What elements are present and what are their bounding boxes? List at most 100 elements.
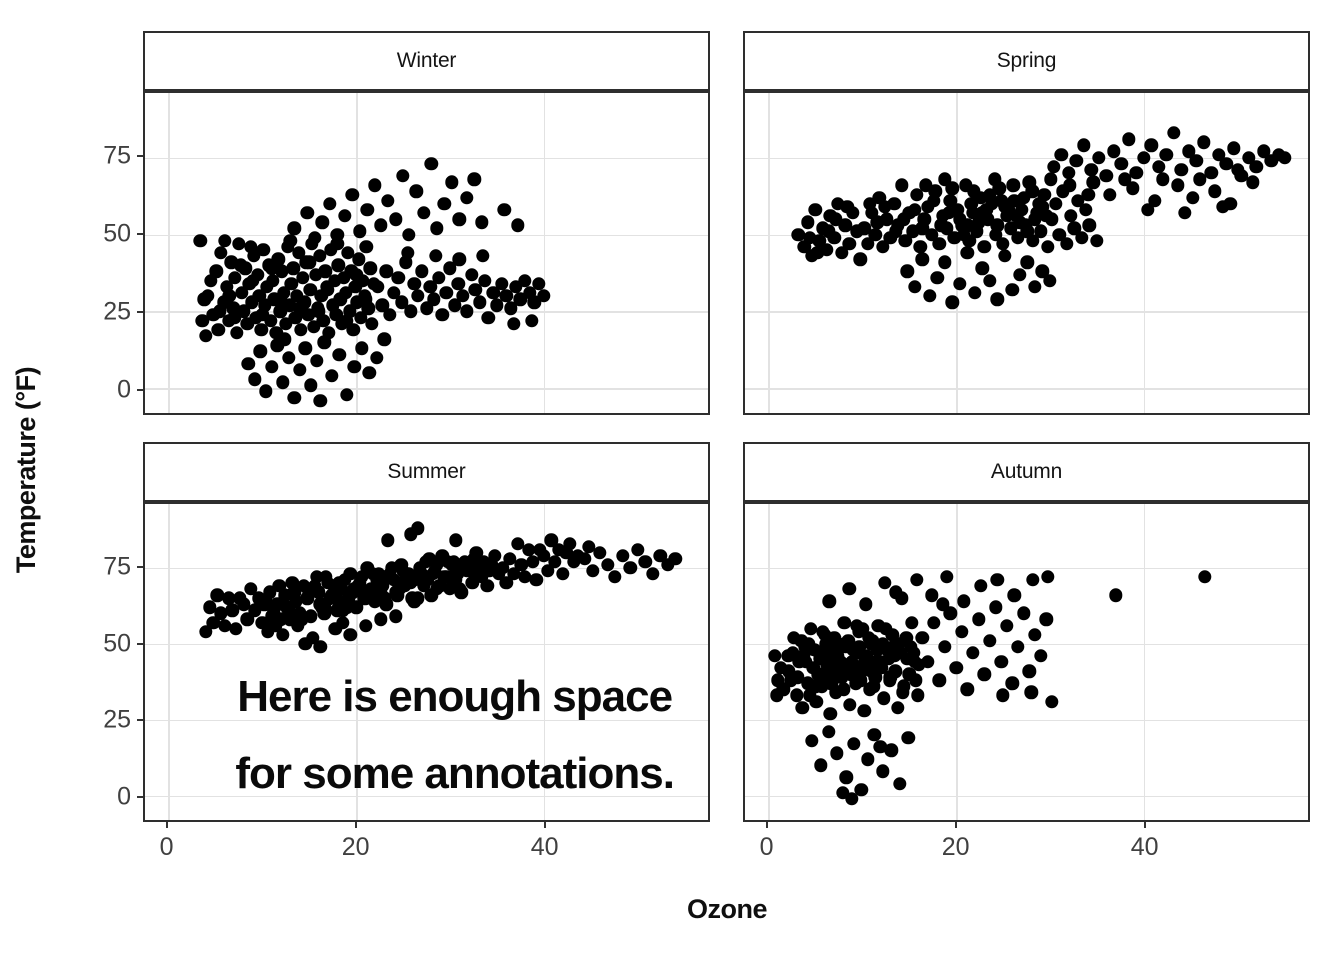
data-point	[1114, 157, 1128, 171]
data-point	[770, 688, 784, 703]
data-point	[241, 357, 255, 371]
data-point	[796, 649, 810, 663]
y-tick-mark	[137, 719, 143, 722]
data-point	[854, 782, 869, 797]
data-point	[1092, 150, 1106, 165]
data-point	[392, 576, 406, 590]
data-point	[943, 606, 958, 621]
data-point	[418, 555, 433, 569]
data-point	[468, 283, 482, 297]
gridline-y	[745, 795, 1308, 798]
gridline-y	[145, 795, 708, 798]
gridline-y	[745, 157, 1308, 160]
data-point	[830, 746, 844, 760]
strip-label: Spring	[996, 49, 1057, 72]
data-point	[1159, 147, 1173, 162]
data-point	[244, 240, 258, 254]
data-point	[930, 270, 945, 285]
data-point	[1044, 172, 1058, 186]
data-point	[332, 594, 346, 608]
data-point	[1062, 178, 1077, 192]
data-point	[353, 224, 367, 239]
data-point	[416, 206, 431, 220]
data-point	[359, 240, 374, 254]
data-point	[315, 215, 330, 229]
data-point	[464, 267, 479, 282]
data-point	[373, 585, 388, 599]
data-point	[456, 289, 470, 303]
data-point	[254, 323, 269, 337]
data-point	[362, 366, 376, 380]
x-tick-mark	[1143, 822, 1146, 828]
data-point	[524, 313, 539, 328]
data-point	[310, 570, 324, 584]
data-point	[537, 289, 551, 303]
data-point	[283, 233, 298, 248]
data-point	[537, 548, 551, 563]
data-point	[919, 178, 933, 192]
data-point	[990, 573, 1005, 587]
gridline-y	[145, 719, 708, 722]
data-point	[448, 533, 463, 548]
data-point	[789, 688, 804, 703]
data-point	[284, 277, 299, 291]
data-point	[996, 237, 1010, 251]
data-point	[272, 579, 286, 593]
data-point	[859, 597, 873, 611]
data-point	[214, 246, 228, 260]
data-point	[967, 184, 981, 199]
data-point	[325, 369, 339, 383]
data-point	[371, 280, 385, 294]
data-point	[518, 273, 532, 288]
data-point	[983, 273, 997, 288]
data-point	[910, 573, 924, 587]
data-point	[938, 172, 952, 186]
facet-strip-summer: Summer	[143, 442, 710, 502]
gridline-y	[745, 719, 1308, 722]
data-point	[1043, 273, 1057, 288]
data-point	[407, 277, 421, 291]
gridline-x	[543, 504, 546, 820]
data-point	[347, 360, 361, 374]
data-point	[953, 277, 967, 291]
y-tick-mark	[137, 565, 143, 568]
data-point	[840, 200, 854, 214]
data-point	[795, 700, 809, 715]
data-point	[388, 609, 403, 624]
data-point	[276, 375, 290, 389]
data-point	[298, 341, 313, 356]
data-point	[265, 273, 280, 288]
data-point	[926, 193, 941, 208]
data-point	[861, 752, 875, 766]
data-point	[630, 542, 645, 557]
data-point	[313, 640, 328, 654]
data-point	[321, 576, 335, 590]
y-tick-mark	[137, 155, 143, 158]
data-point	[396, 169, 410, 183]
data-point	[318, 264, 332, 279]
data-point	[345, 187, 360, 202]
data-point	[358, 618, 373, 633]
data-point	[427, 292, 441, 306]
data-point	[507, 317, 521, 331]
data-point	[889, 224, 903, 239]
data-point	[878, 200, 892, 214]
data-point	[853, 673, 868, 687]
x-tick-mark	[165, 822, 168, 828]
data-point	[1026, 233, 1040, 248]
data-point	[377, 332, 391, 346]
data-point	[1227, 141, 1241, 156]
data-point	[477, 273, 492, 288]
data-point	[1086, 175, 1100, 189]
data-point	[302, 255, 316, 269]
data-point	[1129, 166, 1143, 180]
data-point	[960, 218, 975, 232]
gridline-x	[768, 504, 771, 820]
data-point	[889, 585, 903, 599]
data-point	[439, 286, 453, 300]
y-tick-mark	[137, 389, 143, 392]
data-point	[257, 597, 271, 611]
data-point	[373, 612, 388, 627]
data-point	[343, 567, 358, 581]
y-tick-label: 25	[103, 297, 131, 326]
